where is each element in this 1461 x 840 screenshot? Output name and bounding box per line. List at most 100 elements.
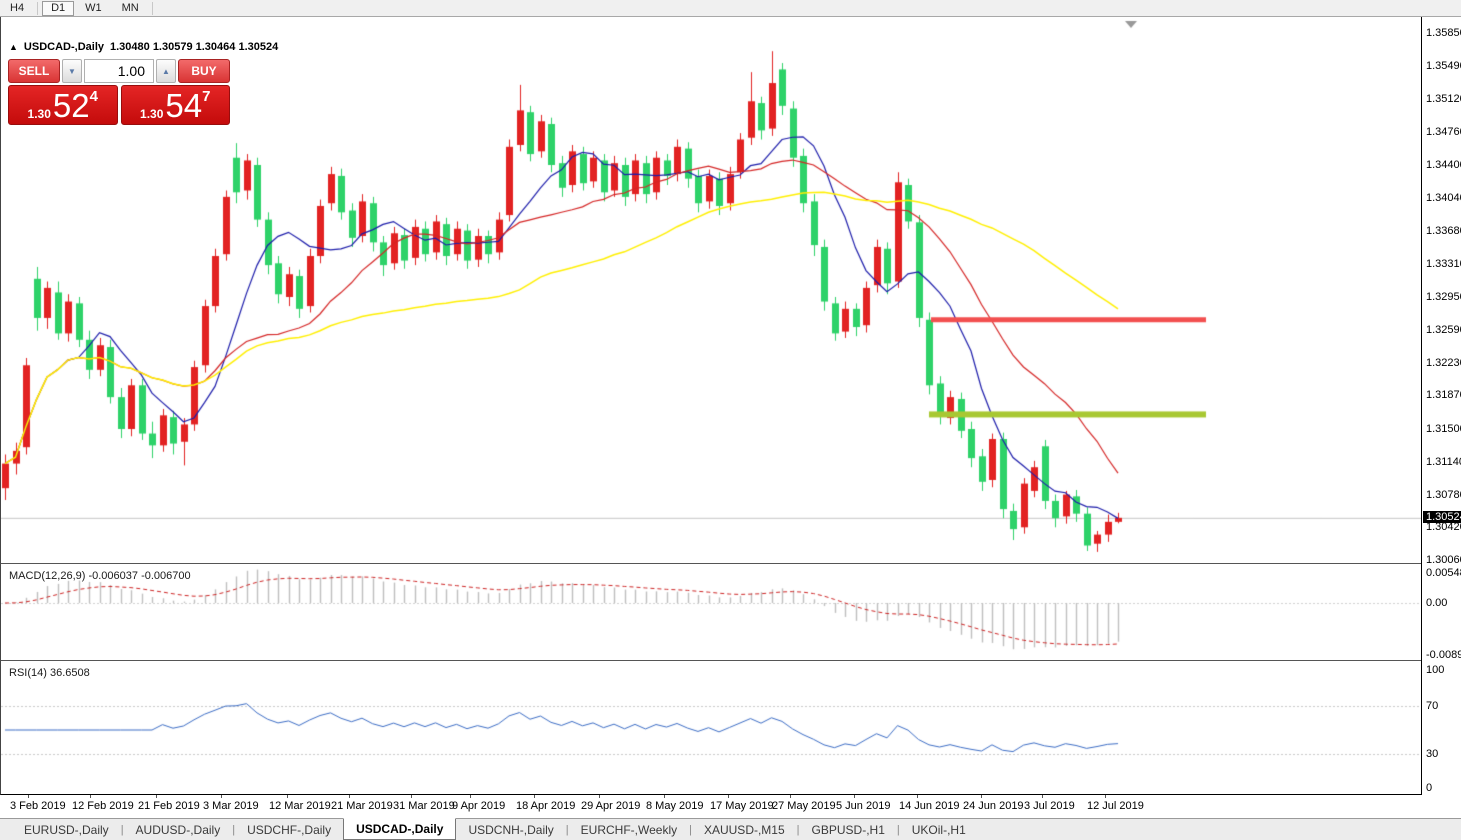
tab-separator: | — [232, 823, 236, 836]
date-tick — [287, 795, 288, 798]
rsi-label: RSI(14) 36.6508 — [9, 667, 90, 679]
chart-tab-eurchf-weekly[interactable]: EURCHF-,Weekly — [580, 822, 678, 837]
date-tick — [349, 795, 350, 798]
macd-axis: 0.005484 0.00 -0.008973 — [1421, 564, 1461, 661]
date-tick — [599, 795, 600, 798]
tab-separator: | — [565, 823, 569, 836]
macd-canvas[interactable] — [1, 564, 1421, 660]
price-axis-label: 1.35850 — [1426, 27, 1461, 39]
price-chart-panel: ▲ USDCAD-,Daily 1.30480 1.30579 1.30464 … — [0, 17, 1421, 564]
price-axis-label: 1.32950 — [1426, 290, 1461, 303]
tab-separator: | — [120, 823, 124, 836]
timeframe-button-w1[interactable]: W1 — [85, 2, 102, 14]
buy-button[interactable]: BUY — [178, 59, 230, 83]
price-axis-label: 1.35120 — [1426, 93, 1461, 106]
rsi-panel: RSI(14) 36.6508 — [0, 661, 1421, 795]
ohlc-values: 1.30480 1.30579 1.30464 1.30524 — [110, 41, 279, 53]
date-label: 12 Mar 2019 — [269, 800, 331, 812]
price-axis-label: 1.34760 — [1426, 126, 1461, 139]
volume-input[interactable]: 1.00 — [84, 59, 154, 83]
price-axis-label: 1.31870 — [1426, 389, 1461, 402]
tab-separator: | — [896, 823, 900, 836]
macd-axis-zero: 0.00 — [1426, 597, 1448, 609]
price-axis: 1.30524 1.35850 1.35490 1.35120 1.34760 1.34… — [1421, 17, 1461, 566]
timeframe-toolbar: H4 D1 W1 MN — [0, 0, 1461, 17]
sell-price-tile[interactable]: 1.30 52 4 — [8, 85, 118, 125]
price-axis-label: 1.34040 — [1426, 191, 1461, 204]
date-tick — [1042, 795, 1043, 798]
one-click-trading-widget: SELL ▼ 1.00 ▲ BUY 1.30 52 4 1.30 54 7 — [8, 59, 230, 125]
date-label: 24 Jun 2019 — [963, 800, 1024, 812]
price-axis-label: 1.31140 — [1426, 455, 1461, 468]
price-axis-label: 1.33680 — [1426, 224, 1461, 237]
date-label: 31 Mar 2019 — [393, 800, 455, 812]
date-tick — [664, 795, 665, 798]
price-axis-label: 1.34400 — [1426, 158, 1461, 171]
buy-price-prefix: 1.30 — [140, 107, 164, 121]
collapse-triangle-icon[interactable]: ▲ — [9, 42, 18, 52]
chart-tab-eurusd-daily[interactable]: EURUSD-,Daily — [24, 822, 109, 837]
chart-tab-usdcnh-daily[interactable]: USDCNH-,Daily — [468, 822, 554, 837]
price-axis-label: 1.30780 — [1426, 488, 1461, 501]
tab-separator: | — [796, 823, 800, 836]
buy-price-tile[interactable]: 1.30 54 7 — [120, 85, 230, 125]
price-chart-canvas[interactable] — [1, 17, 1421, 563]
sell-price-prefix: 1.30 — [27, 107, 51, 121]
rsi-axis-100: 100 — [1426, 664, 1445, 676]
rsi-canvas[interactable] — [1, 661, 1421, 794]
volume-decrease-button[interactable]: ▼ — [62, 59, 82, 83]
sell-button[interactable]: SELL — [8, 59, 60, 83]
chart-tab-audusd-daily[interactable]: AUDUSD-,Daily — [135, 822, 221, 837]
chart-header: ▲ USDCAD-,Daily 1.30480 1.30579 1.30464 … — [9, 41, 278, 53]
volume-increase-button[interactable]: ▲ — [156, 59, 176, 83]
date-tick — [728, 795, 729, 798]
date-label: 29 Apr 2019 — [581, 800, 641, 812]
date-label: 21 Feb 2019 — [138, 800, 200, 812]
date-label: 8 May 2019 — [646, 800, 704, 812]
macd-panel: MACD(12,26,9) -0.006037 -0.006700 — [0, 564, 1421, 661]
date-axis: 3 Feb 2019 12 Feb 2019 21 Feb 2019 3 Mar 20… — [0, 795, 1461, 818]
timeframe-button-mn[interactable]: MN — [121, 2, 139, 14]
price-axis-label: 1.30420 — [1426, 521, 1461, 534]
sell-price-big: 52 — [52, 87, 90, 124]
tab-separator: | — [689, 823, 692, 836]
price-axis-label: 1.33310 — [1426, 258, 1461, 271]
date-tick — [1105, 795, 1106, 798]
date-label: 21 Mar 2019 — [331, 800, 393, 812]
current-price-tag: 1.30524 — [1423, 510, 1461, 523]
date-tick — [790, 795, 791, 798]
chart-tab-gbpusd-h1[interactable]: GBPUSD-,H1 — [811, 822, 885, 837]
chart-tab-usdchf-daily[interactable]: USDCHF-,Daily — [247, 822, 332, 837]
date-label: 14 Jun 2019 — [899, 800, 960, 812]
date-tick — [981, 795, 982, 798]
date-tick — [221, 795, 222, 798]
date-label: 9 Apr 2019 — [452, 800, 506, 812]
date-label: 18 Apr 2019 — [516, 800, 576, 812]
toolbar-separator — [37, 1, 39, 15]
date-label: 27 May 2019 — [772, 800, 836, 812]
macd-axis-min: -0.008973 — [1426, 649, 1461, 661]
date-tick — [917, 795, 918, 798]
timeframe-button-d1[interactable]: D1 — [42, 0, 75, 16]
date-tick — [534, 795, 535, 798]
buy-price-big: 54 — [165, 87, 203, 124]
date-tick — [156, 795, 157, 798]
sell-price-sup: 4 — [89, 88, 98, 105]
date-label: 12 Jul 2019 — [1087, 800, 1144, 812]
rsi-axis: 100 70 30 0 — [1421, 661, 1461, 795]
chart-tab-xauusd-m15[interactable]: XAUUSD-,M15 — [703, 822, 785, 837]
chart-tab-ukoil-h1[interactable]: UKOil-,H1 — [911, 822, 966, 837]
price-axis-label: 1.32230 — [1426, 356, 1461, 369]
date-label: 12 Feb 2019 — [72, 800, 134, 812]
chart-tab-usdcad-daily[interactable]: USDCAD-,Daily — [343, 818, 457, 840]
timeframe-button-h4[interactable]: H4 — [10, 2, 25, 14]
date-tick — [28, 795, 29, 798]
symbol-period-label: USDCAD-,Daily — [23, 41, 104, 53]
macd-label: MACD(12,26,9) -0.006037 -0.006700 — [9, 570, 191, 582]
price-axis-label: 1.32590 — [1426, 323, 1461, 336]
rsi-axis-70: 70 — [1426, 700, 1439, 712]
date-label: 3 Jul 2019 — [1024, 800, 1075, 812]
date-label: 17 May 2019 — [710, 800, 774, 812]
date-label: 3 Feb 2019 — [10, 800, 66, 812]
